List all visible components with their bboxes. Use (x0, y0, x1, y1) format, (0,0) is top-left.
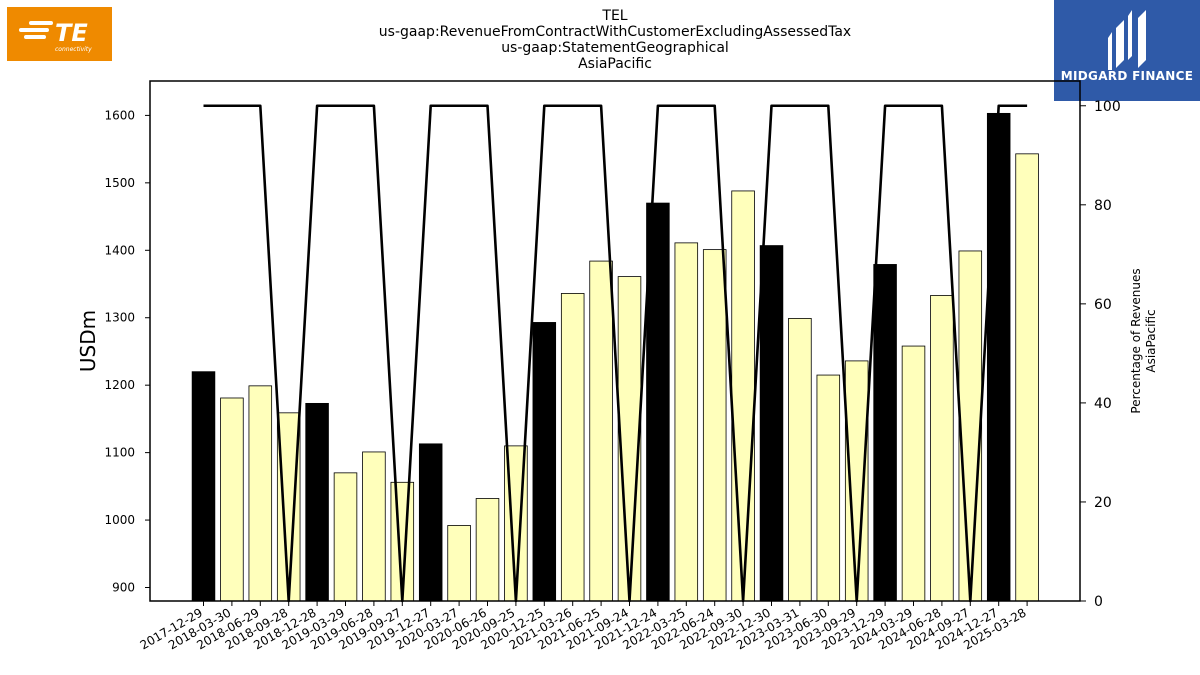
te-connectivity-logo: TE connectivity (7, 7, 112, 61)
midgard-logo-mark (1108, 10, 1146, 70)
y-tick-label-right-80: 80 (1094, 198, 1112, 214)
bar-2020-03-27 (447, 525, 471, 602)
bar-2025-03-28 (1015, 153, 1039, 602)
te-logo-subtext: connectivity (55, 46, 92, 53)
title-line-4: AsiaPacific (578, 56, 652, 72)
bar-2019-06-28 (362, 451, 386, 602)
y-tick-label-left-900: 900 (112, 581, 135, 595)
bar-2019-12-27 (418, 443, 443, 602)
bar-2022-12-30 (759, 245, 784, 602)
bar-2018-12-28 (305, 402, 329, 602)
chart-title: TEL us-gaap:RevenueFromContractWithCusto… (379, 8, 851, 72)
bar-2018-03-30 (220, 397, 244, 602)
line-series (203, 104, 1028, 603)
bar-series (191, 112, 1039, 602)
y-tick-label-left-1600: 1600 (104, 108, 135, 122)
bar-2020-06-26 (475, 498, 500, 602)
bar-2018-06-29 (248, 385, 273, 602)
bar-2020-12-25 (532, 322, 557, 602)
bar-2022-03-25 (674, 242, 699, 602)
title-line-3: us-gaap:StatementGeographical (501, 40, 729, 56)
bar-2022-09-30 (731, 190, 755, 602)
bar-2023-03-31 (788, 318, 812, 602)
bar-2017-12-29 (191, 371, 216, 602)
bar-2023-06-30 (816, 374, 841, 602)
title-line-2: us-gaap:RevenueFromContractWithCustomerE… (379, 24, 851, 40)
te-logo-mark: TE connectivity (19, 19, 92, 53)
y-axis-label-right-line-1: Percentage of Revenues (1129, 268, 1143, 413)
y-tick-label-right-20: 20 (1094, 495, 1112, 511)
y-tick-label-left-1500: 1500 (104, 176, 135, 190)
midgard-logo-text: MIDGARD FINANCE (1060, 69, 1194, 83)
bar-2021-06-25 (589, 260, 613, 602)
bar-2024-06-28 (930, 295, 954, 602)
y-tick-label-left-1000: 1000 (104, 513, 135, 527)
bar-2022-06-24 (702, 249, 727, 602)
bar-2021-03-26 (560, 293, 585, 602)
y-tick-label-right-100: 100 (1094, 99, 1121, 115)
y-tick-label-left-1300: 1300 (104, 311, 135, 325)
y-tick-label-left-1400: 1400 (104, 243, 135, 257)
y-tick-label-left-1100: 1100 (104, 446, 135, 460)
y-tick-label-right-40: 40 (1094, 396, 1112, 412)
bar-2024-09-27 (958, 250, 983, 602)
title-line-1: TEL (601, 8, 627, 24)
bar-2021-09-24 (617, 276, 642, 602)
y-tick-label-left-1200: 1200 (104, 378, 135, 392)
bar-2024-12-27 (986, 112, 1011, 602)
plot-frame (149, 80, 1081, 602)
y-axis-label-right: Percentage of Revenues AsiaPacific (1129, 268, 1158, 413)
percentage-line (203, 104, 1028, 603)
y-tick-label-right-60: 60 (1094, 297, 1112, 313)
te-logo-text: TE (55, 19, 88, 47)
bar-2024-03-29 (901, 345, 926, 602)
y-axis-label-left: USDm (76, 310, 100, 372)
bar-2023-12-29 (873, 264, 897, 602)
y-tick-label-right-0: 0 (1094, 594, 1103, 610)
y-axis-label-right-line-2: AsiaPacific (1144, 309, 1158, 372)
midgard-finance-logo: MIDGARD FINANCE (1054, 0, 1200, 101)
bar-2019-03-29 (333, 472, 358, 602)
